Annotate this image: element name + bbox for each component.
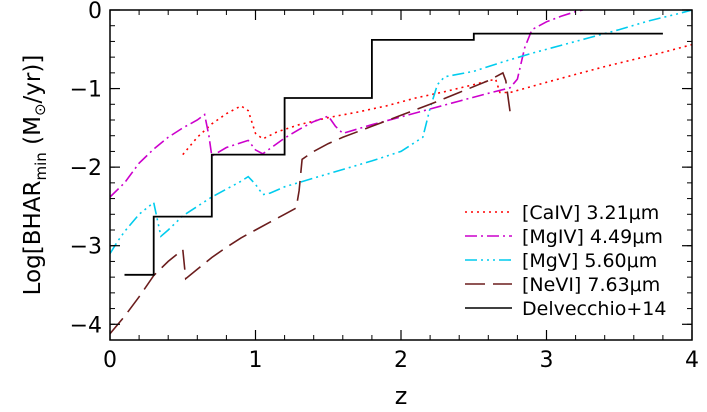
y-tick-label: −1: [70, 78, 102, 103]
legend-label: [MgIV] 4.49μm: [522, 226, 663, 248]
y-axis-label-subscript: min: [32, 152, 50, 180]
y-tick-label: −2: [70, 156, 102, 181]
legend-label: [MgV] 5.60μm: [522, 250, 657, 272]
legend: [CaIV] 3.21μm[MgIV] 4.49μm[MgV] 5.60μm[N…: [465, 202, 666, 320]
x-tick-label: 3: [540, 348, 554, 373]
series-line-1: [110, 10, 584, 198]
series-line-4: [124, 32, 663, 276]
x-tick-label: 2: [394, 348, 408, 373]
series-line-0: [182, 43, 692, 156]
legend-label: Delvecchio+14: [522, 298, 666, 320]
x-tick-label: 0: [103, 348, 117, 373]
series-line-3: [110, 71, 511, 335]
y-tick-label: −3: [70, 235, 102, 260]
plot-lines: [110, 10, 692, 335]
x-tick-label: 1: [249, 348, 263, 373]
legend-label: [NeVI] 7.63μm: [522, 274, 660, 296]
axis-ticks: 0 1 2 3 4 −4 −3 −2 −1 0: [70, 0, 699, 373]
y-tick-label: 0: [88, 0, 102, 24]
sun-symbol: ⊙: [31, 103, 49, 116]
y-tick-label: −4: [70, 313, 102, 338]
y-axis-label: Log[BHARmin (M⊙/yr)]: [20, 55, 50, 296]
legend-label: [CaIV] 3.21μm: [522, 202, 659, 224]
x-tick-label: 4: [685, 348, 699, 373]
x-axis-label: z: [395, 382, 408, 410]
series-line-2: [110, 10, 692, 255]
